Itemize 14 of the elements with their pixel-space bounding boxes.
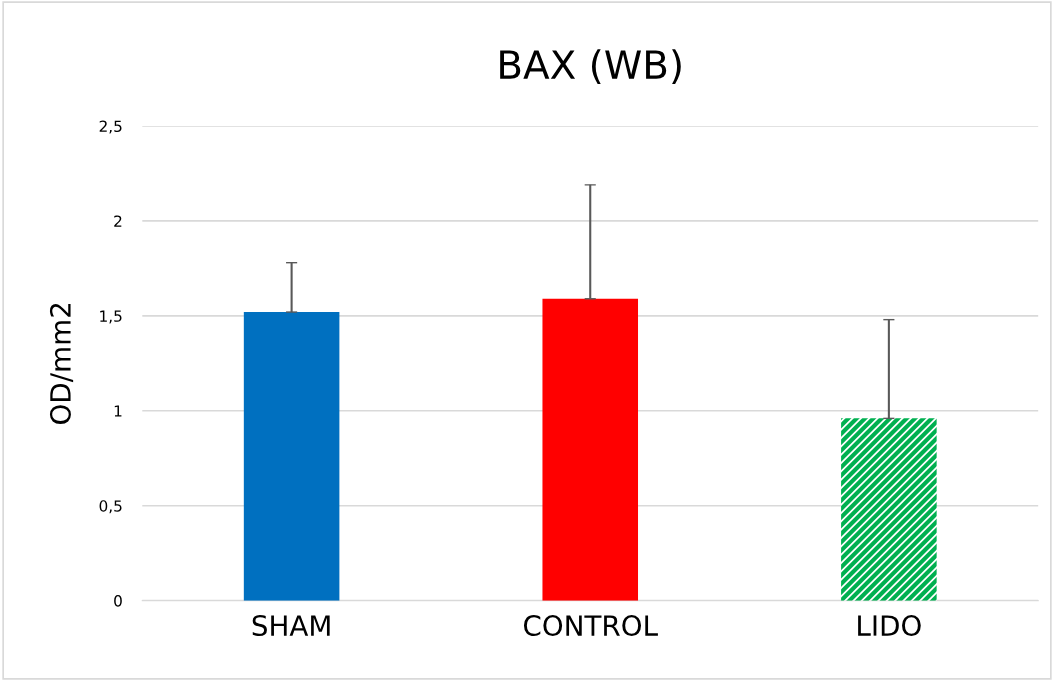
bar — [841, 418, 937, 601]
y-tick-label: 0 — [114, 595, 122, 607]
y-tick-label: 2,5 — [99, 120, 122, 134]
x-tick-label: CONTROL — [523, 615, 658, 637]
chart-title: BAX (WB) — [500, 49, 681, 84]
y-tick-label: 1,5 — [100, 310, 122, 324]
x-tick-label: LIDO — [858, 615, 921, 637]
y-tick-label: 1 — [114, 405, 122, 417]
y-axis-title: OD/mm2 — [49, 303, 74, 424]
bar — [243, 312, 340, 601]
x-tick-label: SHAM — [252, 615, 330, 637]
y-tick-label: 2 — [114, 215, 122, 227]
y-tick-label: 0,5 — [99, 500, 122, 514]
bar — [542, 298, 639, 601]
